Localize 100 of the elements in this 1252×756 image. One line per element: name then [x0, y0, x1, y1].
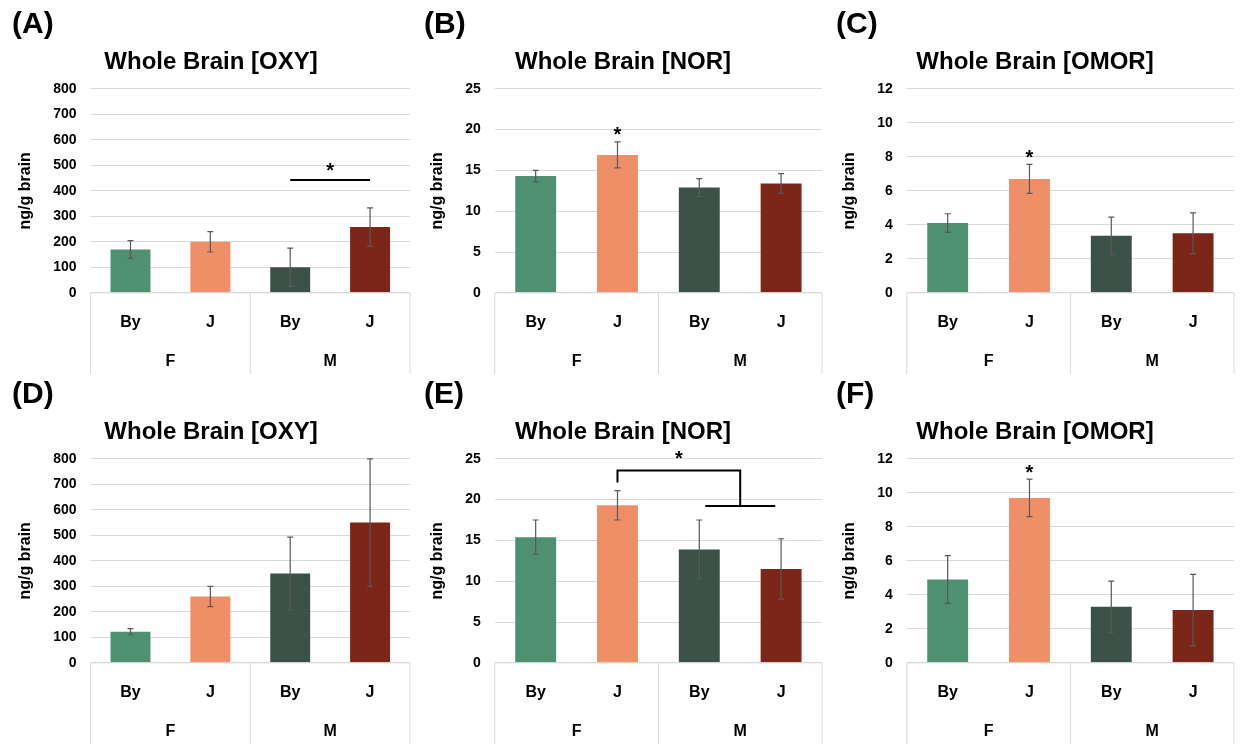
y-tick-label: 700: [53, 475, 77, 492]
y-axis-title: ng/g brain: [16, 522, 34, 600]
text: M: [1145, 722, 1159, 740]
text: (A): [12, 6, 54, 40]
text: (C): [836, 6, 878, 40]
text: M: [1145, 352, 1159, 370]
x-tick-label: By: [120, 312, 141, 330]
text: (F): [836, 376, 875, 410]
y-tick-label: 12: [877, 449, 893, 466]
y-tick-label: 0: [472, 653, 481, 670]
y-tick-label: 10: [877, 113, 893, 130]
x-tick-label: By: [525, 682, 546, 700]
text: F: [571, 352, 582, 370]
y-tick-label: 0: [68, 283, 77, 300]
y-tick-label: 700: [53, 105, 77, 122]
y-tick-label: 5: [472, 242, 481, 259]
x-tick-label: J: [1025, 312, 1034, 330]
y-tick-label: 20: [465, 120, 481, 137]
y-tick-label: 100: [53, 258, 77, 275]
y-tick-label: 0: [472, 283, 481, 300]
annotation: *: [1025, 145, 1034, 168]
y-tick-label: 25: [465, 449, 481, 466]
y-tick-label: 600: [53, 130, 77, 147]
chart-title: Whole Brain [OMOR]: [916, 417, 1154, 445]
text: F: [165, 352, 176, 370]
x-tick-label: By: [120, 682, 141, 700]
y-axis-title: ng/g brain: [428, 152, 446, 230]
y-tick-label: 4: [884, 215, 893, 232]
x-tick-label: J: [613, 312, 622, 330]
annotation: *: [674, 447, 683, 470]
y-tick-label: 2: [884, 249, 893, 266]
y-tick-label: 400: [53, 551, 77, 568]
y-tick-label: 500: [53, 156, 77, 173]
x-tick-label: By: [937, 682, 958, 700]
text: M: [733, 352, 747, 370]
x-tick-label: J: [205, 682, 215, 700]
y-axis-title: ng/g brain: [428, 522, 446, 600]
x-tick-label: By: [689, 682, 710, 700]
y-tick-label: 300: [53, 207, 77, 224]
y-tick-label: 200: [53, 602, 77, 619]
text: F: [983, 352, 994, 370]
y-tick-label: 100: [53, 628, 77, 645]
y-tick-label: 600: [53, 500, 77, 517]
text: (E): [424, 376, 464, 410]
y-tick-label: 2: [884, 619, 893, 636]
y-tick-label: 10: [465, 202, 481, 219]
annotation: *: [326, 159, 335, 182]
text: (D): [12, 376, 54, 410]
x-tick-label: By: [1101, 312, 1122, 330]
text: M: [733, 722, 747, 740]
text: F: [983, 722, 994, 740]
chart-title: Whole Brain [OXY]: [104, 47, 318, 75]
x-tick-label: By: [689, 312, 710, 330]
x-tick-label: J: [365, 682, 375, 700]
chart-title: Whole Brain [OMOR]: [916, 47, 1154, 75]
x-tick-label: J: [1025, 682, 1034, 700]
x-tick-label: J: [1188, 682, 1198, 700]
chart-title: Whole Brain [NOR]: [515, 47, 731, 75]
y-tick-label: 8: [884, 517, 893, 534]
x-tick-label: By: [279, 682, 301, 700]
x-tick-label: By: [937, 312, 958, 330]
chart-title: Whole Brain [NOR]: [515, 417, 731, 445]
y-tick-label: 25: [465, 79, 481, 96]
y-tick-label: 5: [472, 612, 481, 629]
y-tick-label: 400: [53, 181, 77, 198]
y-tick-label: 20: [465, 490, 481, 507]
y-tick-label: 200: [53, 232, 77, 249]
annotation: *: [613, 123, 622, 146]
y-tick-label: 15: [465, 161, 481, 178]
y-tick-label: 0: [884, 653, 893, 670]
y-tick-label: 0: [884, 283, 893, 300]
x-tick-label: J: [776, 312, 786, 330]
chart-title: Whole Brain [OXY]: [104, 417, 318, 445]
y-tick-label: 500: [53, 526, 77, 543]
x-tick-label: By: [279, 312, 301, 330]
x-tick-label: J: [205, 312, 215, 330]
y-tick-label: 6: [884, 551, 893, 568]
y-axis-title: ng/g brain: [16, 152, 34, 230]
y-axis-title: ng/g brain: [840, 522, 858, 600]
y-tick-label: 6: [884, 181, 893, 198]
text: (B): [424, 6, 466, 40]
text: M: [323, 352, 337, 370]
x-tick-label: By: [525, 312, 546, 330]
y-tick-label: 10: [465, 572, 481, 589]
x-tick-label: J: [1188, 312, 1198, 330]
y-axis-title: ng/g brain: [840, 152, 858, 230]
y-tick-label: 300: [53, 577, 77, 594]
y-tick-label: 800: [53, 79, 77, 96]
x-tick-label: J: [613, 682, 622, 700]
text: M: [323, 722, 337, 740]
y-tick-label: 800: [53, 449, 77, 466]
annotation: *: [1025, 460, 1034, 483]
y-tick-label: 15: [465, 531, 481, 548]
text: F: [165, 722, 176, 740]
x-tick-label: By: [1101, 682, 1122, 700]
y-tick-label: 0: [68, 653, 77, 670]
y-tick-label: 12: [877, 79, 893, 96]
x-tick-label: J: [776, 682, 786, 700]
y-tick-label: 10: [877, 483, 893, 500]
x-tick-label: J: [365, 312, 375, 330]
